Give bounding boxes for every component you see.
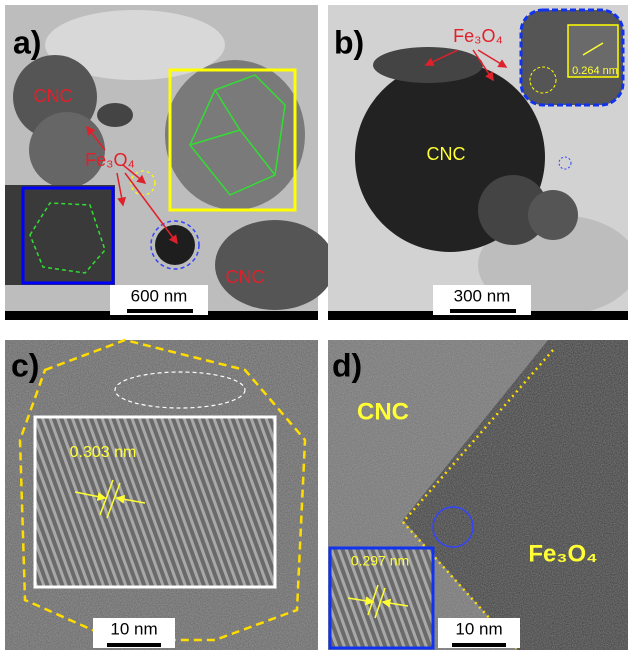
panel-d: CNC Fe₃O₄ 0.297 nm 10 nm d) [328,340,628,650]
panel-label: c) [11,347,39,383]
annotation: Fe₃O₄ [453,26,503,46]
panel-label: d) [332,347,362,383]
annotation: CNC [427,144,466,164]
scale-bar-label: 600 nm [131,286,188,305]
lattice-spacing: 0.264 nm [572,65,618,77]
scale-bar-label: 300 nm [454,286,511,305]
lattice-spacing: 0.303 nm [70,444,137,461]
annotation: Fe₃O₄ [528,540,597,567]
annotation: Fe₃O₄ [85,150,135,170]
lattice-spacing: 0.297 nm [351,553,409,569]
page: {"panels": [ {"label": "a)", "annotation… [0,0,628,650]
scale-bar-label: 10 nm [110,619,157,638]
annotation: CNC [34,86,73,106]
annotation: CNC [226,267,265,287]
panel-label: b) [334,24,364,60]
scale-bar-label: 10 nm [455,619,502,638]
panel-c: 0.303 nm 10 nm c) [5,340,318,650]
annotation: CNC [357,398,409,425]
panel-a: CNC Fe₃O₄ CNC 600 nm a) [5,5,335,320]
panel-b: 0.264 nm Fe₃O₄ CNC 300 nm b) [328,5,628,320]
figure: CNC Fe₃O₄ CNC 600 nm a) 0.264 nm Fe₃O₄ C… [0,0,628,650]
panel-label: a) [13,24,41,60]
